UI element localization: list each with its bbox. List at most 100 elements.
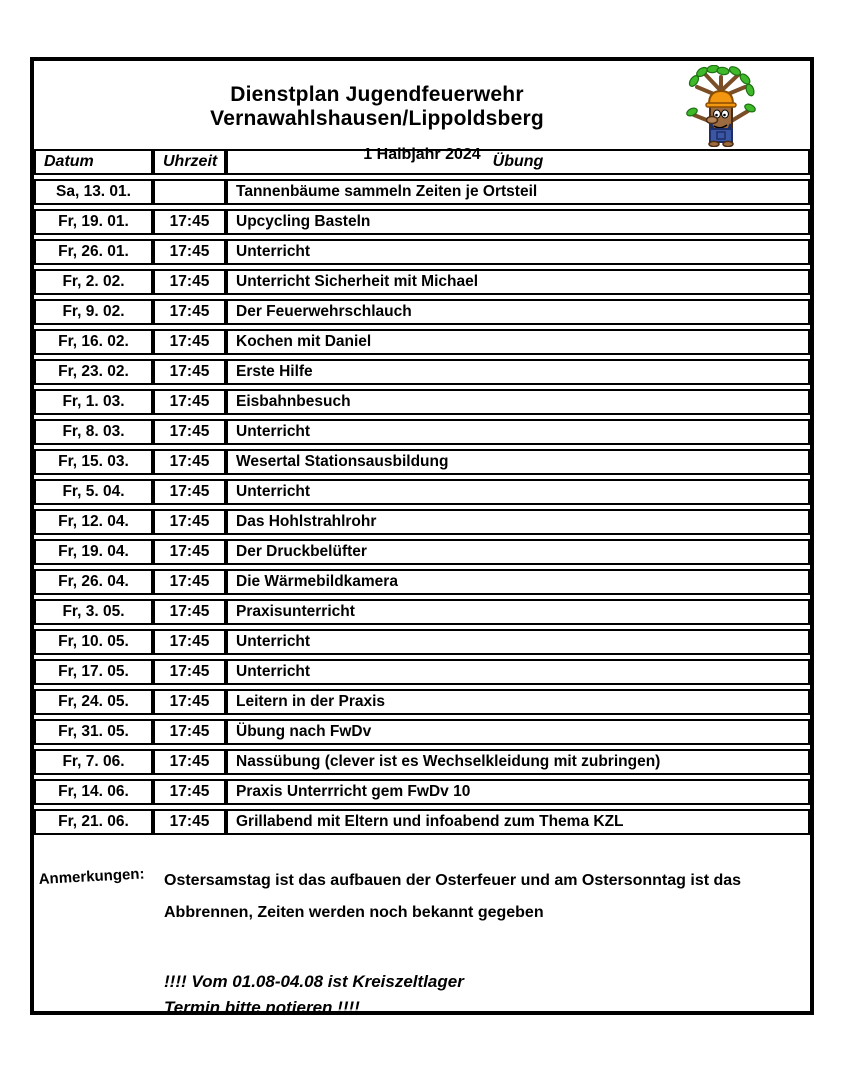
- cell-uhrzeit: 17:45: [153, 329, 226, 355]
- table-row: Fr, 16. 02. 17:45 Kochen mit Daniel: [34, 329, 810, 355]
- cell-uhrzeit: 17:45: [153, 449, 226, 475]
- cell-uebung: Übung nach FwDv: [226, 719, 810, 745]
- cell-uebung: Der Druckbelüfter: [226, 539, 810, 565]
- table-row: Fr, 21. 06. 17:45 Grillabend mit Eltern …: [34, 809, 810, 835]
- cell-uhrzeit: 17:45: [153, 269, 226, 295]
- notes-text: Ostersamstag ist das aufbauen der Osterf…: [164, 872, 742, 921]
- cell-uhrzeit: 17:45: [153, 809, 226, 835]
- cell-datum: Fr, 14. 06.: [34, 779, 153, 805]
- cell-uebung: Tannenbäume sammeln Zeiten je Ortsteil: [226, 179, 810, 205]
- column-header-uhrzeit: Uhrzeit: [153, 149, 226, 175]
- table-row: Fr, 14. 06. 17:45 Praxis Unterrricht gem…: [34, 779, 810, 805]
- table-row: Fr, 3. 05. 17:45 Praxisunterricht: [34, 599, 810, 625]
- cell-datum: Fr, 10. 05.: [34, 629, 153, 655]
- table-row: Fr, 1. 03. 17:45 Eisbahnbesuch: [34, 389, 810, 415]
- notes-highlight-line2: Termin bitte notieren !!!!: [164, 997, 360, 1017]
- cell-uebung: Unterricht: [226, 479, 810, 505]
- table-row: Fr, 24. 05. 17:45 Leitern in der Praxis: [34, 689, 810, 715]
- cell-datum: Fr, 9. 02.: [34, 299, 153, 325]
- cell-uhrzeit: 17:45: [153, 719, 226, 745]
- cell-uebung: Wesertal Stationsausbildung: [226, 449, 810, 475]
- table-row: Sa, 13. 01. Tannenbäume sammeln Zeiten j…: [34, 179, 810, 205]
- column-header-uebung: Übung: [226, 149, 810, 175]
- table-row: Fr, 19. 01. 17:45 Upcycling Basteln: [34, 209, 810, 235]
- table-row: Fr, 19. 04. 17:45 Der Druckbelüfter: [34, 539, 810, 565]
- cell-uhrzeit: 17:45: [153, 749, 226, 775]
- table-row: Fr, 5. 04. 17:45 Unterricht: [34, 479, 810, 505]
- table-row: Fr, 26. 04. 17:45 Die Wärmebildkamera: [34, 569, 810, 595]
- cell-uebung: Grillabend mit Eltern und infoabend zum …: [226, 809, 810, 835]
- cell-datum: Fr, 23. 02.: [34, 359, 153, 385]
- cell-datum: Fr, 24. 05.: [34, 689, 153, 715]
- table-row: Fr, 31. 05. 17:45 Übung nach FwDv: [34, 719, 810, 745]
- cell-uebung: Unterricht Sicherheit mit Michael: [226, 269, 810, 295]
- cell-uhrzeit: 17:45: [153, 359, 226, 385]
- cell-uhrzeit: 17:45: [153, 389, 226, 415]
- cell-uebung: Eisbahnbesuch: [226, 389, 810, 415]
- table-row: Fr, 17. 05. 17:45 Unterricht: [34, 659, 810, 685]
- cell-uebung: Nassübung (clever ist es Wechselkleidung…: [226, 749, 810, 775]
- cell-uhrzeit: 17:45: [153, 779, 226, 805]
- cell-uhrzeit: 17:45: [153, 689, 226, 715]
- document-header: Dienstplan Jugendfeuerwehr Vernawahlshau…: [34, 61, 810, 163]
- cell-datum: Fr, 19. 01.: [34, 209, 153, 235]
- cell-uhrzeit: 17:45: [153, 239, 226, 265]
- cell-datum: Fr, 7. 06.: [34, 749, 153, 775]
- cell-uebung: Unterricht: [226, 659, 810, 685]
- cell-datum: Fr, 1. 03.: [34, 389, 153, 415]
- tree-firefighter-mascot-icon: [686, 64, 756, 148]
- cell-uhrzeit: 17:45: [153, 479, 226, 505]
- notes-highlight-line1: !!!! Vom 01.08-04.08 ist Kreiszeltlager: [164, 972, 464, 991]
- schedule-table-head: Datum Uhrzeit Übung: [34, 149, 810, 175]
- cell-datum: Fr, 3. 05.: [34, 599, 153, 625]
- cell-uhrzeit: 17:45: [153, 299, 226, 325]
- cell-datum: Sa, 13. 01.: [34, 179, 153, 205]
- notes-body: Ostersamstag ist das aufbauen der Osterf…: [164, 865, 810, 1020]
- cell-uhrzeit: 17:45: [153, 419, 226, 445]
- cell-datum: Fr, 26. 01.: [34, 239, 153, 265]
- table-row: Fr, 10. 05. 17:45 Unterricht: [34, 629, 810, 655]
- cell-uebung: Kochen mit Daniel: [226, 329, 810, 355]
- cell-uhrzeit: 17:45: [153, 599, 226, 625]
- cell-uebung: Praxisunterricht: [226, 599, 810, 625]
- notes-section: Anmerkungen: Ostersamstag ist das aufbau…: [34, 865, 810, 1020]
- page-title: Dienstplan Jugendfeuerwehr Vernawahlshau…: [210, 83, 544, 130]
- cell-datum: Fr, 31. 05.: [34, 719, 153, 745]
- cell-uebung: Unterricht: [226, 419, 810, 445]
- cell-uebung: Das Hohlstrahlrohr: [226, 509, 810, 535]
- table-row: Fr, 7. 06. 17:45 Nassübung (clever ist e…: [34, 749, 810, 775]
- cell-uebung: Upcycling Basteln: [226, 209, 810, 235]
- cell-datum: Fr, 16. 02.: [34, 329, 153, 355]
- cell-uebung: Die Wärmebildkamera: [226, 569, 810, 595]
- header-row: Datum Uhrzeit Übung: [34, 149, 810, 175]
- cell-datum: Fr, 17. 05.: [34, 659, 153, 685]
- cell-uebung: Leitern in der Praxis: [226, 689, 810, 715]
- schedule-table: Datum Uhrzeit Übung Sa, 13. 01. Tannenbä…: [34, 145, 810, 839]
- cell-uhrzeit: 17:45: [153, 569, 226, 595]
- table-row: Fr, 8. 03. 17:45 Unterricht: [34, 419, 810, 445]
- table-row: Fr, 2. 02. 17:45 Unterricht Sicherheit m…: [34, 269, 810, 295]
- cell-uebung: Erste Hilfe: [226, 359, 810, 385]
- table-row: Fr, 12. 04. 17:45 Das Hohlstrahlrohr: [34, 509, 810, 535]
- cell-uhrzeit: 17:45: [153, 629, 226, 655]
- cell-uhrzeit: 17:45: [153, 539, 226, 565]
- page-subtitle: 1 Halbjahr 2024: [363, 146, 481, 163]
- cell-uhrzeit: 17:45: [153, 509, 226, 535]
- cell-datum: Fr, 15. 03.: [34, 449, 153, 475]
- cell-uhrzeit: [153, 179, 226, 205]
- dienstplan-document: Dienstplan Jugendfeuerwehr Vernawahlshau…: [30, 57, 814, 1017]
- cell-datum: Fr, 8. 03.: [34, 419, 153, 445]
- cell-uhrzeit: 17:45: [153, 209, 226, 235]
- cell-datum: Fr, 5. 04.: [34, 479, 153, 505]
- cell-uebung: Praxis Unterrricht gem FwDv 10: [226, 779, 810, 805]
- column-header-datum: Datum: [34, 149, 153, 175]
- cell-datum: Fr, 12. 04.: [34, 509, 153, 535]
- cell-datum: Fr, 21. 06.: [34, 809, 153, 835]
- cell-datum: Fr, 26. 04.: [34, 569, 153, 595]
- cell-datum: Fr, 19. 04.: [34, 539, 153, 565]
- table-row: Fr, 26. 01. 17:45 Unterricht: [34, 239, 810, 265]
- table-row: Fr, 9. 02. 17:45 Der Feuerwehrschlauch: [34, 299, 810, 325]
- cell-uebung: Der Feuerwehrschlauch: [226, 299, 810, 325]
- schedule-table-body: Sa, 13. 01. Tannenbäume sammeln Zeiten j…: [34, 179, 810, 835]
- cell-datum: Fr, 2. 02.: [34, 269, 153, 295]
